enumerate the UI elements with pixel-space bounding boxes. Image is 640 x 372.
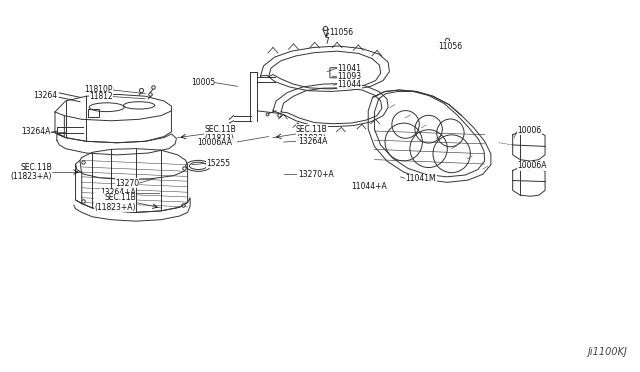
- Text: SEC.11B
(11823): SEC.11B (11823): [204, 125, 236, 143]
- Text: 11044: 11044: [337, 80, 361, 89]
- Text: 13264+A: 13264+A: [100, 188, 136, 197]
- Text: 11812: 11812: [89, 92, 113, 101]
- Text: 11044+A: 11044+A: [351, 182, 387, 190]
- Text: 11093: 11093: [337, 72, 361, 81]
- Text: 11056: 11056: [438, 42, 462, 51]
- Text: 10006AA: 10006AA: [198, 138, 232, 147]
- Text: 13264A: 13264A: [21, 127, 51, 136]
- Text: SEC.11B
(11823): SEC.11B (11823): [296, 125, 328, 143]
- Text: 10006: 10006: [518, 126, 542, 135]
- Text: 10005: 10005: [191, 78, 215, 87]
- Text: 10006A: 10006A: [518, 161, 547, 170]
- Text: 13270: 13270: [115, 179, 139, 187]
- Text: 11041: 11041: [337, 64, 361, 73]
- Text: 13264A: 13264A: [298, 137, 327, 146]
- Text: 11810P: 11810P: [84, 86, 113, 94]
- Text: 13270+A: 13270+A: [298, 170, 333, 179]
- Text: 11056: 11056: [329, 28, 353, 37]
- Text: 13264: 13264: [33, 91, 57, 100]
- Text: Ji1100KJ: Ji1100KJ: [588, 347, 628, 357]
- Text: 11041M: 11041M: [406, 174, 436, 183]
- Bar: [88, 109, 99, 117]
- Text: 15255: 15255: [206, 159, 230, 168]
- Text: SEC.11B
(11823+A): SEC.11B (11823+A): [10, 163, 52, 182]
- Text: SEC.11B
(11823+A): SEC.11B (11823+A): [95, 193, 136, 212]
